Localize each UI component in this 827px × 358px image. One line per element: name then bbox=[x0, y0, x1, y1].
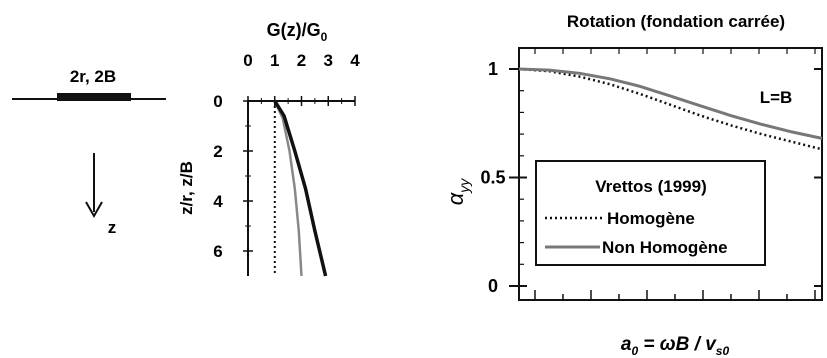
chart1-x-tick-label: 2 bbox=[297, 51, 306, 70]
chart1-y-tick-label: 6 bbox=[213, 242, 222, 261]
foundation-footing bbox=[57, 93, 131, 101]
chart2-y-tick-label: 0 bbox=[488, 276, 498, 296]
chart1-y-tick-label: 2 bbox=[213, 142, 222, 161]
chart1-x-tick-label: 1 bbox=[270, 51, 279, 70]
chart2-annotation: L=B bbox=[760, 88, 793, 107]
chart2-title: Rotation (fondation carrée) bbox=[567, 12, 785, 31]
chart1-xlabel: G(z)/G0 bbox=[267, 20, 328, 44]
chart1-series-solid-black-thick bbox=[273, 100, 328, 277]
chart1-x-tick-label: 0 bbox=[243, 51, 252, 70]
legend-title: Vrettos (1999) bbox=[595, 177, 707, 196]
chart2-ylabel: αyy bbox=[443, 178, 472, 206]
chart1-y-tick-label: 4 bbox=[213, 192, 223, 211]
chart2-y-tick-label: 0.5 bbox=[480, 168, 505, 188]
chart1-x-tick-label: 4 bbox=[350, 51, 360, 70]
chart1-series-solid-gray bbox=[273, 100, 303, 277]
chart1-xlabel-subscript: 0 bbox=[321, 30, 328, 44]
depth-axis-label: z bbox=[108, 218, 117, 237]
chart1-ylabel: z/r, z/B bbox=[177, 161, 196, 215]
chart1-x-tick-label: 3 bbox=[324, 51, 333, 70]
chart2-legend-box bbox=[535, 160, 766, 266]
chart2-plot-frame bbox=[518, 47, 823, 301]
depth-arrow-head bbox=[85, 201, 103, 219]
chart2-series-homog-ne bbox=[518, 67, 823, 151]
chart2-y-tick-label: 1 bbox=[488, 59, 498, 79]
foundation-size-label: 2r, 2B bbox=[70, 67, 116, 86]
chart2-series-non-homog-ne bbox=[518, 67, 823, 140]
chart2-ylabel-subscript: yy bbox=[456, 178, 472, 194]
chart2-xlabel: a0 = ωB / vs0 bbox=[621, 334, 730, 358]
legend-non-homogene-label: Non Homogène bbox=[602, 238, 728, 257]
chart1-y-tick-label: 0 bbox=[213, 92, 222, 111]
legend-homogene-label: Homogène bbox=[607, 209, 695, 228]
